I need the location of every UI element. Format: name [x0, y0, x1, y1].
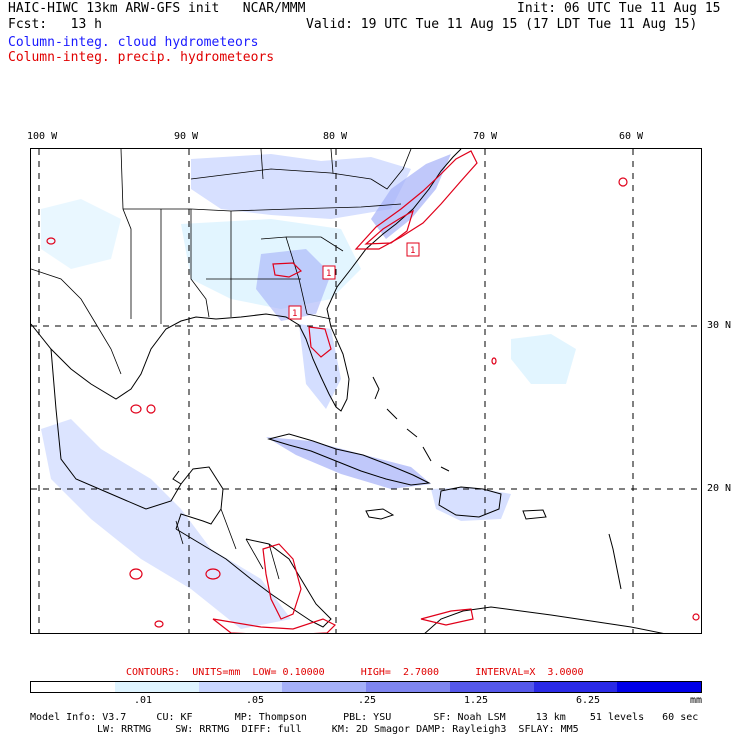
- lon-label-60w: 60 W: [619, 131, 644, 142]
- precip-contour-atlantic-1: [618, 177, 628, 187]
- precip-contour-south: [212, 618, 337, 633]
- cloud-region-cuba: [266, 437, 431, 489]
- contour-info: CONTOURS: UNITS=mm LOW= 0.10000 HIGH= 2.…: [126, 667, 584, 678]
- precip-contour-georgia: [272, 262, 303, 278]
- cloud-hydrometeor-shading: [41, 154, 576, 629]
- colorbar-label-01: .01: [134, 695, 153, 706]
- coastlines: [31, 149, 664, 633]
- cloud-region-northeast: [191, 154, 411, 219]
- precip-contour-gulf-1: [130, 404, 142, 414]
- colorbar-bin-5: [366, 682, 450, 692]
- cloud-region-plains: [41, 199, 121, 269]
- colorbar-label-25: .25: [358, 695, 377, 706]
- precip-contour-mexico-1: [129, 568, 143, 580]
- plot-title: HAIC-HIWC 13km ARW-GFS init NCAR/MMM: [8, 1, 306, 16]
- precip-contour-texas: [46, 237, 56, 245]
- precip-contour-mexico-2: [205, 568, 221, 580]
- contour-label-boxes: 1 1 1: [288, 242, 420, 320]
- precip-contour-florida: [308, 326, 332, 358]
- map-canvas: 1 1 1: [31, 149, 701, 633]
- forecast-hour: Fcst: 13 h: [8, 17, 102, 32]
- precip-contour-east: [692, 613, 700, 621]
- colorbar-unit: mm: [690, 695, 703, 706]
- cloud-region-mexico-central-america: [41, 419, 291, 629]
- precip-contour-central-america: [262, 543, 302, 620]
- contour-label-box-1: [406, 242, 420, 257]
- colorbar-bin-7: [533, 682, 618, 692]
- color-bar: [30, 681, 702, 693]
- colorbar-bin-2: [114, 682, 199, 692]
- contour-label-3: 1: [292, 309, 297, 319]
- lon-label-90w: 90 W: [174, 131, 199, 142]
- contour-label-2: 1: [326, 269, 331, 279]
- colorbar-bin-4: [282, 682, 366, 692]
- precip-contour-inner: [364, 209, 415, 245]
- contour-label-box-3: [288, 305, 302, 320]
- colorbar-bin-8: [617, 682, 701, 692]
- lon-label-80w: 80 W: [323, 131, 348, 142]
- valid-time: Valid: 19 UTC Tue 11 Aug 15 (17 LDT Tue …: [306, 17, 698, 32]
- lat-label-30n: 30 N: [707, 320, 732, 331]
- model-info-line-1: Model Info: V3.7 CU: KF MP: Thompson PBL…: [30, 712, 699, 723]
- precip-contour-pacific: [154, 620, 164, 628]
- graticule: [31, 149, 701, 633]
- colorbar-label-05: .05: [246, 695, 265, 706]
- contour-label-box-2: [322, 265, 336, 280]
- init-time: Init: 06 UTC Tue 11 Aug 15: [517, 1, 721, 16]
- lon-label-70w: 70 W: [473, 131, 498, 142]
- cloud-region-atlantic: [511, 334, 576, 384]
- precip-contour-coast: [354, 150, 478, 250]
- colorbar-label-125: 1.25: [464, 695, 489, 706]
- lat-label-20n: 20 N: [707, 483, 732, 494]
- lon-label-100w: 100 W: [27, 131, 58, 142]
- colorbar-bin-6: [449, 682, 534, 692]
- cloud-region-coast: [371, 154, 451, 239]
- field-precip-label: Column-integ. precip. hydrometeors: [8, 50, 275, 65]
- contour-label-1: 1: [410, 246, 415, 256]
- precip-contour-venezuela: [420, 608, 474, 626]
- political-borders: [31, 149, 412, 580]
- precip-contour-gulf-2: [146, 404, 156, 414]
- precip-contour-atlantic-2: [491, 357, 497, 365]
- colorbar-bin-1: [31, 682, 115, 692]
- colorbar-label-625: 6.25: [576, 695, 601, 706]
- map-panel: 1 1 1: [30, 148, 702, 634]
- field-cloud-label: Column-integ. cloud hydrometeors: [8, 35, 259, 50]
- cloud-region-georgia: [256, 249, 331, 321]
- model-info-line-2: LW: RRTMG SW: RRTMG DIFF: full KM: 2D Sm…: [97, 724, 579, 735]
- colorbar-bin-3: [198, 682, 283, 692]
- precip-contours: [46, 150, 700, 633]
